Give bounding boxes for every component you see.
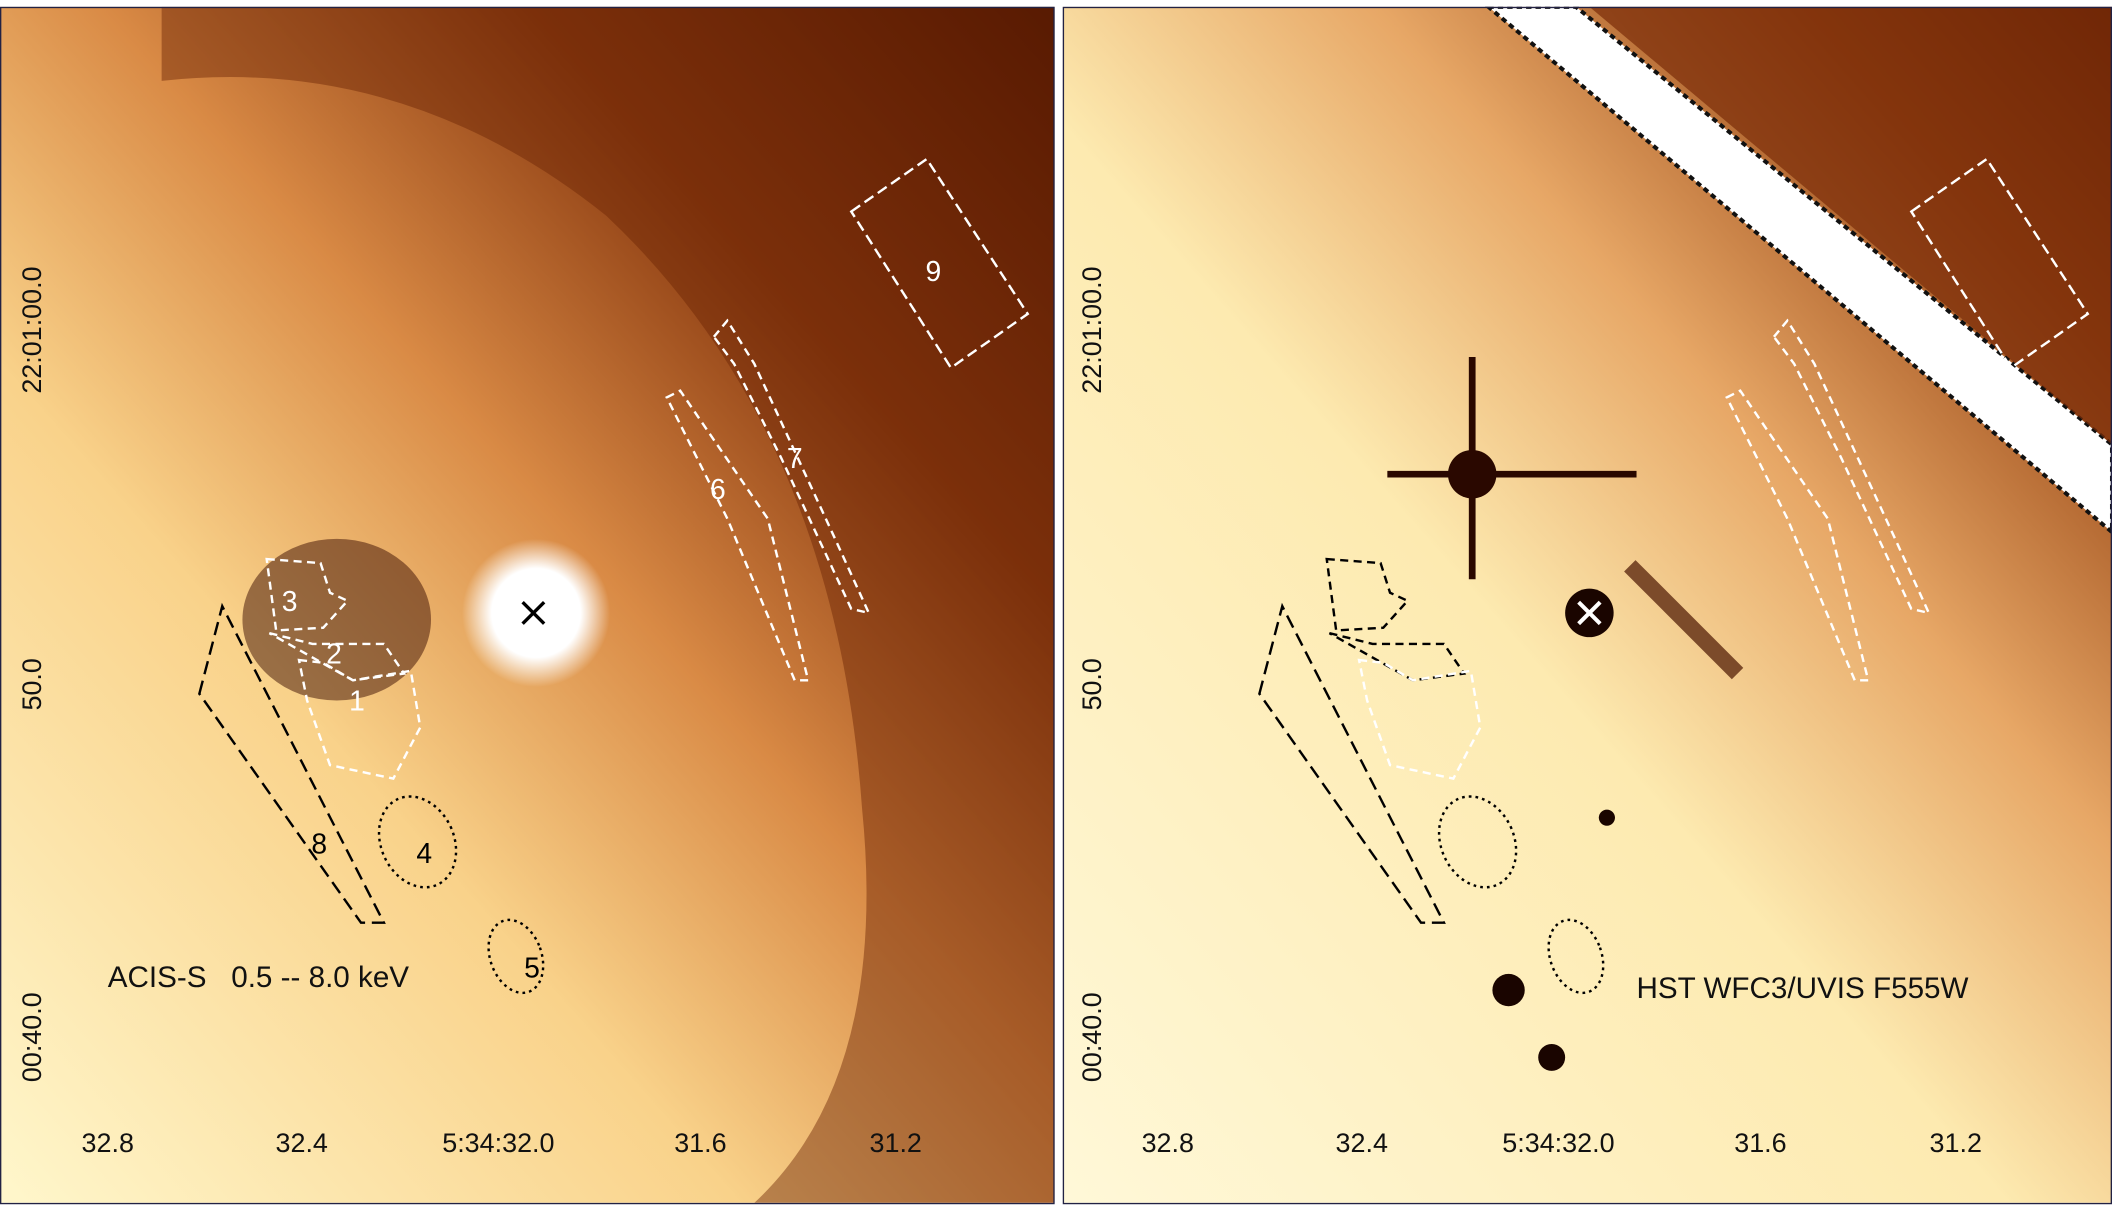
source-marker (1577, 600, 1602, 626)
dark-region (1589, 6, 2112, 445)
y-tick-label: 00:40.0 (17, 992, 47, 1082)
region-7 (1772, 318, 1931, 615)
x-tick-label: 31.2 (870, 1128, 922, 1158)
x-tick-label: 32.8 (82, 1128, 134, 1158)
x-tick-label: 5:34:32.0 (442, 1128, 554, 1158)
y-tick-label: 50.0 (1077, 658, 1107, 710)
region-label: 2 (326, 637, 342, 669)
star (1492, 973, 1525, 1007)
y-tick-label: 22:01:00.0 (1077, 266, 1107, 393)
x-tick-label: 32.4 (1336, 1128, 1388, 1158)
region-3 (265, 557, 350, 632)
region-6 (665, 389, 810, 682)
region-5 (487, 918, 545, 995)
diffraction-spikes (1387, 357, 1637, 580)
x-tick-label: 31.6 (1734, 1128, 1786, 1158)
panel-frame (1062, 6, 2112, 1205)
dark-knot (242, 538, 432, 701)
region-6 (1725, 389, 1870, 682)
dark-rim (161, 6, 1055, 1203)
x-tick-label: 5:34:32.0 (1502, 1128, 1614, 1158)
panel-frame (0, 6, 1055, 1205)
y-tick-label: 22:01:00.0 (17, 266, 47, 393)
region-8 (198, 602, 386, 924)
panel-caption: HST WFC3/UVIS F555W (1637, 972, 1969, 1005)
region-4 (377, 795, 458, 889)
region-label: 1 (349, 685, 365, 717)
x-tick-label: 31.2 (1930, 1128, 1982, 1158)
panel-caption: ACIS-S 0.5 -- 8.0 keV (108, 961, 410, 994)
region-9 (849, 157, 1030, 370)
region-9 (1909, 157, 2090, 370)
y-tick-label: 00:40.0 (1077, 992, 1107, 1082)
region-label: 7 (787, 442, 803, 474)
region-1 (1357, 658, 1482, 780)
region-label: 8 (311, 827, 327, 859)
region-label: 3 (282, 585, 298, 617)
region-label: 9 (926, 255, 942, 287)
region-label: 5 (524, 951, 540, 983)
region-1 (297, 658, 422, 780)
left-image (0, 6, 1055, 1203)
region-7 (712, 318, 871, 615)
region-3 (1325, 557, 1410, 632)
point-source (462, 538, 611, 688)
y-tick-label: 50.0 (17, 658, 47, 710)
right-image (1062, 6, 2112, 1203)
region-8 (1258, 602, 1446, 924)
source-marker (521, 600, 546, 625)
region-label: 6 (710, 473, 726, 505)
region-label: 4 (416, 837, 432, 869)
region-4 (1437, 795, 1518, 889)
x-tick-label: 32.8 (1142, 1128, 1194, 1158)
regions-copy (1258, 157, 2090, 995)
x-tick-label: 32.4 (276, 1128, 328, 1158)
x-tick-label: 31.6 (674, 1128, 726, 1158)
filament (1624, 560, 1744, 680)
star (1598, 809, 1615, 826)
star (1538, 1043, 1566, 1071)
regions (198, 157, 1030, 995)
chip-gap (1485, 6, 2112, 535)
